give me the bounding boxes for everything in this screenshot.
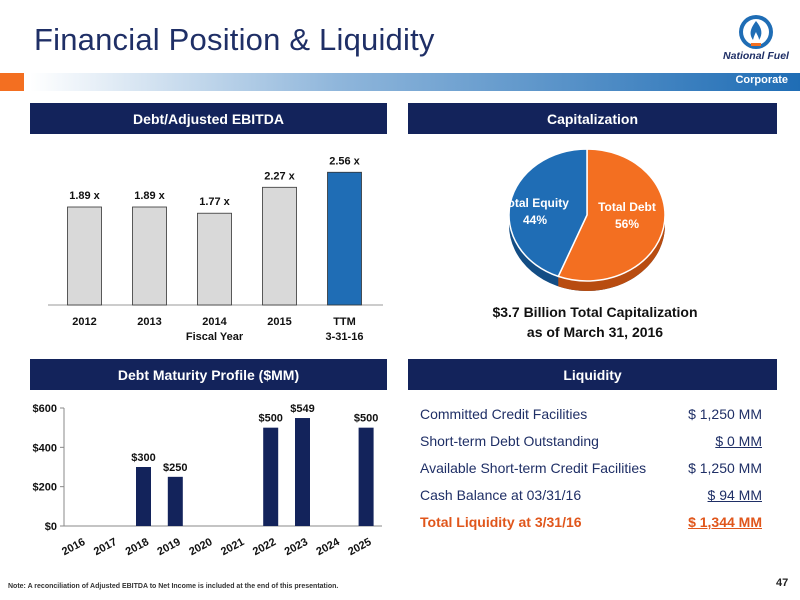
maturity-bar bbox=[263, 427, 279, 526]
liquidity-total-label: Total Liquidity at 3/31/16 bbox=[420, 514, 582, 530]
y-tick-label: $200 bbox=[33, 482, 57, 494]
maturity-category-label: 2020 bbox=[187, 536, 214, 558]
maturity-category-label: 2022 bbox=[251, 536, 278, 558]
maturity-bar bbox=[295, 418, 310, 526]
maturity-data-label: $250 bbox=[163, 462, 187, 474]
footnote: Note: A reconciliation of Adjusted EBITD… bbox=[8, 583, 339, 590]
liquidity-value: $ 94 MM bbox=[707, 487, 762, 503]
liquidity-row: Cash Balance at 03/31/16 $ 94 MM bbox=[420, 487, 762, 513]
pie-slice-percent: 56% bbox=[615, 217, 639, 231]
liquidity-value: $ 0 MM bbox=[715, 433, 762, 449]
ebitda-chart: 1.89 x 2012 1.89 x 2013 1.77 x 2014 Fiscal Yea… bbox=[48, 155, 383, 343]
capitalization-caption: $3.7 Billion Total Capitalization as of … bbox=[440, 302, 750, 342]
ebitda-data-label: 2.56 x bbox=[329, 155, 360, 167]
liquidity-total-value: $ 1,344 MM bbox=[688, 514, 762, 530]
maturity-bar bbox=[358, 427, 374, 526]
pie-slice bbox=[557, 148, 666, 282]
ebitda-bar bbox=[197, 212, 232, 306]
maturity-data-label: $500 bbox=[354, 413, 378, 425]
ebitda-category-label: 2013 bbox=[137, 316, 161, 328]
liquidity-label: Available Short-term Credit Facilities bbox=[420, 460, 647, 476]
caption-line-1: $3.7 Billion Total Capitalization bbox=[492, 304, 698, 320]
ebitda-category-label: 2015 bbox=[267, 316, 291, 328]
y-tick-label: $400 bbox=[33, 442, 57, 454]
y-tick-label: $0 bbox=[45, 521, 57, 533]
ebitda-category-label: 2012 bbox=[72, 316, 96, 328]
ebitda-bar bbox=[327, 171, 362, 306]
liquidity-row: Available Short-term Credit Facilities $… bbox=[420, 460, 762, 486]
liquidity-label: Cash Balance at 03/31/16 bbox=[420, 487, 582, 503]
caption-line-2: as of March 31, 2016 bbox=[526, 324, 664, 340]
maturity-category-label: 2016 bbox=[60, 536, 87, 558]
liquidity-label: Committed Credit Facilities bbox=[420, 406, 588, 422]
maturity-data-label: $500 bbox=[258, 413, 282, 425]
capitalization-panel-header: Capitalization bbox=[408, 103, 777, 134]
maturity-category-label: 2017 bbox=[92, 536, 119, 558]
maturity-category-label: 2025 bbox=[346, 536, 373, 558]
ebitda-data-label: 1.89 x bbox=[134, 190, 165, 202]
liquidity-row: Short-term Debt Outstanding $ 0 MM bbox=[420, 433, 762, 459]
header-accent bbox=[0, 73, 24, 91]
ebitda-data-label: 1.77 x bbox=[199, 196, 230, 208]
maturity-bar bbox=[167, 476, 183, 526]
maturity-bar bbox=[136, 467, 151, 526]
ebitda-data-label: 2.27 x bbox=[264, 170, 295, 182]
page-title: Financial Position & Liquidity bbox=[34, 22, 435, 57]
maturity-data-label: $549 bbox=[290, 403, 314, 415]
capitalization-pie-chart: Total Debt 56% Total Equity 44% bbox=[501, 148, 666, 291]
ebitda-bar bbox=[262, 186, 297, 306]
liquidity-value: $ 1,250 MM bbox=[688, 406, 762, 422]
liquidity-value: $ 1,250 MM bbox=[688, 460, 762, 476]
ebitda-category-label: TTM bbox=[333, 316, 356, 328]
company-logo: National Fuel bbox=[718, 12, 794, 64]
ebitda-category-label: 2014 bbox=[202, 316, 227, 328]
maturity-panel-header: Debt Maturity Profile ($MM) bbox=[30, 359, 387, 390]
liquidity-total-row: Total Liquidity at 3/31/16 $ 1,344 MM bbox=[420, 514, 762, 540]
ebitda-data-label: 1.89 x bbox=[69, 190, 100, 202]
ebitda-bar bbox=[67, 206, 102, 306]
maturity-category-label: 2023 bbox=[283, 536, 310, 558]
pie-slice bbox=[508, 148, 588, 278]
liquidity-row: Committed Credit Facilities $ 1,250 MM bbox=[420, 406, 762, 432]
liquidity-label: Short-term Debt Outstanding bbox=[420, 433, 599, 449]
page-number: 47 bbox=[776, 577, 789, 589]
pie-slice-label: Total Equity bbox=[501, 196, 569, 210]
header-bar bbox=[30, 73, 800, 91]
pie-slice-percent: 44% bbox=[523, 213, 547, 227]
y-tick-label: $600 bbox=[33, 403, 57, 415]
ebitda-panel-header: Debt/Adjusted EBITDA bbox=[30, 103, 387, 134]
ebitda-bar bbox=[132, 206, 167, 306]
liquidity-panel-header: Liquidity bbox=[408, 359, 777, 390]
logo-text: National Fuel bbox=[723, 50, 789, 62]
maturity-category-label: 2019 bbox=[155, 536, 182, 558]
pie-slice-label: Total Debt bbox=[598, 200, 656, 214]
maturity-category-label: 2021 bbox=[219, 536, 246, 558]
maturity-category-label: 2024 bbox=[314, 536, 342, 558]
ebitda-category-sublabel: 3-31-16 bbox=[326, 331, 364, 343]
flame-logo-icon bbox=[739, 15, 773, 49]
section-label: Corporate bbox=[735, 74, 788, 86]
maturity-data-label: $300 bbox=[131, 452, 155, 464]
ebitda-category-sublabel: Fiscal Year bbox=[186, 331, 244, 343]
maturity-category-label: 2018 bbox=[124, 536, 151, 558]
